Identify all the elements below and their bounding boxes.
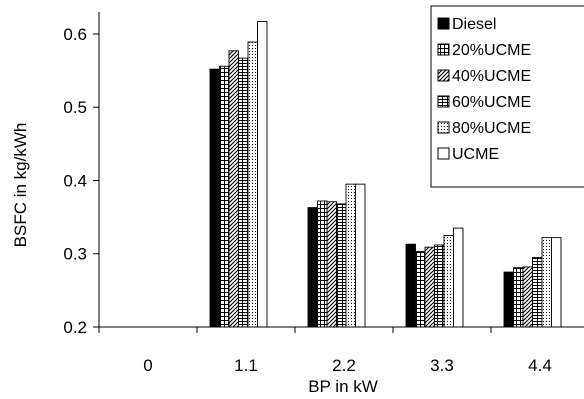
legend-label: 80%UCME	[452, 120, 531, 137]
y-tick-label: 0.2	[63, 318, 87, 337]
legend-label: 40%UCME	[452, 68, 531, 85]
bar-80pct-ucme-4.4	[541, 237, 552, 328]
legend-swatch	[437, 17, 450, 30]
bar-ucme-4.4	[551, 237, 562, 328]
y-axis-title: BSFC in kg/kWh	[11, 123, 30, 248]
bar-60pct-ucme-2.2	[336, 203, 347, 328]
bar-20pct-ucme-4.4	[513, 267, 524, 328]
legend-swatch	[437, 69, 450, 82]
x-tick-label: 0	[143, 356, 152, 375]
y-ticks: 0.2 0.3 0.4 0.5 0.6	[63, 25, 99, 337]
bar-20pct-ucme-3.3	[415, 251, 426, 328]
bar-diesel-1.1	[209, 68, 220, 328]
bar-80pct-ucme-3.3	[443, 234, 454, 328]
y-tick-label: 0.5	[63, 98, 87, 117]
legend-label: 60%UCME	[452, 94, 531, 111]
bar-60pct-ucme-4.4	[532, 256, 543, 328]
bar-80pct-ucme-2.2	[345, 183, 356, 328]
legend-swatch	[437, 147, 450, 160]
bar-diesel-4.4	[503, 271, 514, 328]
y-tick-label: 0.6	[63, 25, 87, 44]
bar-60pct-ucme-1.1	[238, 57, 249, 328]
bar-20pct-ucme-2.2	[317, 200, 328, 328]
bar-ucme-1.1	[257, 21, 268, 328]
bar-diesel-3.3	[405, 243, 416, 328]
bar-40pct-ucme-4.4	[522, 266, 533, 328]
bar-40pct-ucme-1.1	[228, 50, 239, 328]
y-tick-label: 0.3	[63, 245, 87, 264]
bar-20pct-ucme-1.1	[219, 65, 230, 328]
bar-diesel-2.2	[307, 207, 318, 328]
legend-swatch	[437, 121, 450, 134]
legend: Diesel 20%UCME 40%UCME 60%UCME 80%UCME UCME	[430, 5, 584, 188]
x-tick-label: 4.4	[528, 356, 552, 375]
legend-label: 20%UCME	[452, 42, 531, 59]
legend-label: UCME	[452, 146, 499, 163]
legend-swatch	[437, 95, 450, 108]
legend-label: Diesel	[452, 16, 496, 33]
legend-swatch	[437, 43, 450, 56]
bar-ucme-2.2	[355, 183, 366, 328]
bar-80pct-ucme-1.1	[247, 41, 258, 328]
bar-60pct-ucme-3.3	[434, 244, 445, 328]
x-tick-label: 2.2	[332, 356, 356, 375]
axes-layer	[98, 12, 584, 328]
y-tick-label: 0.4	[63, 171, 87, 190]
x-ticks: 0 1.1 2.2 3.3 4.4	[98, 327, 552, 375]
x-tick-label: 3.3	[430, 356, 454, 375]
bars-layer	[209, 21, 562, 328]
x-axis-title: BP in kW	[308, 377, 378, 396]
bar-40pct-ucme-2.2	[326, 201, 337, 328]
x-tick-label: 1.1	[234, 356, 258, 375]
legend-box	[430, 5, 584, 188]
bar-40pct-ucme-3.3	[424, 246, 435, 328]
bar-ucme-3.3	[453, 227, 464, 328]
